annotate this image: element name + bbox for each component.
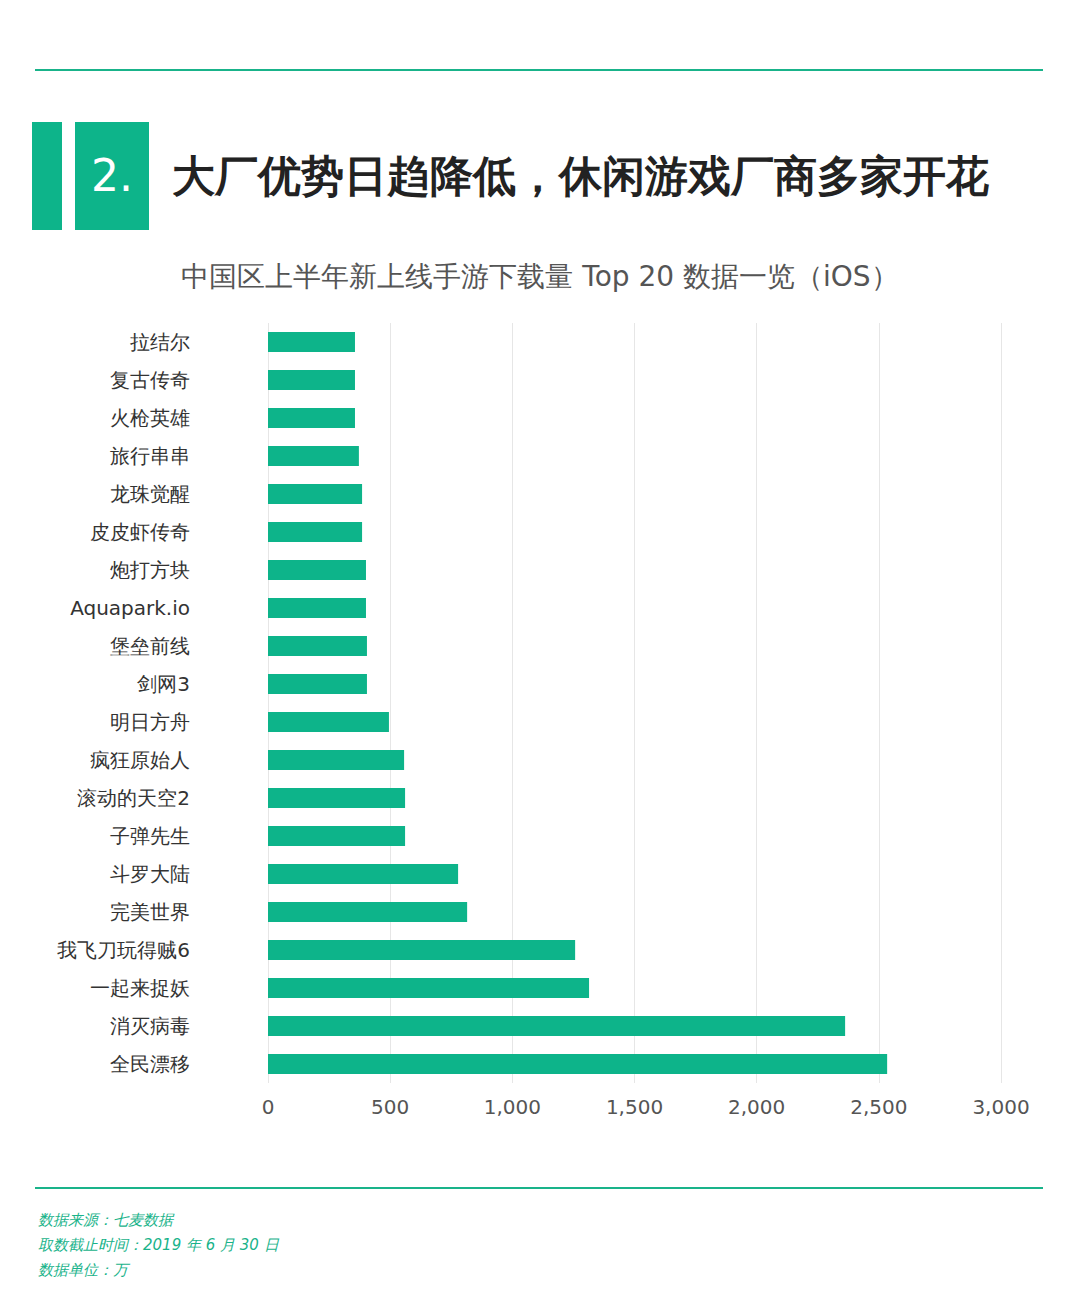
svg-text:我飞刀玩得贼6: 我飞刀玩得贼6 xyxy=(57,938,190,962)
svg-text:滚动的天空2: 滚动的天空2 xyxy=(77,786,190,810)
svg-text:0: 0 xyxy=(262,1095,275,1119)
svg-text:消灭病毒: 消灭病毒 xyxy=(110,1014,190,1038)
svg-text:复古传奇: 复古传奇 xyxy=(110,368,190,392)
svg-text:2,000: 2,000 xyxy=(728,1095,785,1119)
svg-text:完美世界: 完美世界 xyxy=(110,900,190,924)
svg-text:拉结尔: 拉结尔 xyxy=(130,330,190,354)
html-text:取数截止时间：2019 年 6 月 30 日: 取数截止时间：2019 年 6 月 30 日 xyxy=(38,1236,279,1254)
svg-text:旅行串串: 旅行串串 xyxy=(110,444,190,468)
html-text:数据单位：万: 数据单位：万 xyxy=(38,1261,128,1279)
svg-text:全民漂移: 全民漂移 xyxy=(110,1052,190,1076)
svg-text:2,500: 2,500 xyxy=(850,1095,907,1119)
svg-text:1,500: 1,500 xyxy=(606,1095,663,1119)
svg-text:一起来捉妖: 一起来捉妖 xyxy=(90,976,190,1000)
html-text:中国区上半年新上线手游下载量 Top 20 数据一览（iOS: 中国区上半年新上线手游下载量 Top 20 数据一览（iOS） xyxy=(181,260,899,293)
html-text:2.: 2. xyxy=(91,150,133,201)
svg-text:炮打方块: 炮打方块 xyxy=(110,558,190,582)
svg-text:Aquapark.io: Aquapark.io xyxy=(70,596,190,620)
svg-text:火枪英雄: 火枪英雄 xyxy=(110,406,190,430)
svg-text:3,000: 3,000 xyxy=(972,1095,1029,1119)
svg-text:子弹先生: 子弹先生 xyxy=(110,824,190,848)
svg-text:剑网3: 剑网3 xyxy=(137,672,190,696)
svg-text:疯狂原始人: 疯狂原始人 xyxy=(90,748,190,772)
html-text:大厂优势日趋降低，休闲游戏厂商多家开花: 大厂优势日趋降低，休闲游戏厂商多家开花 xyxy=(172,151,989,201)
html-text:数据来源：七麦数据: 数据来源：七麦数据 xyxy=(38,1211,173,1229)
svg-text:明日方舟: 明日方舟 xyxy=(110,710,190,734)
svg-text:堡垒前线: 堡垒前线 xyxy=(110,634,190,658)
svg-text:斗罗大陆: 斗罗大陆 xyxy=(110,862,190,886)
svg-text:500: 500 xyxy=(371,1095,409,1119)
svg-text:龙珠觉醒: 龙珠觉醒 xyxy=(110,482,190,506)
svg-text:1,000: 1,000 xyxy=(484,1095,541,1119)
svg-text:皮皮虾传奇: 皮皮虾传奇 xyxy=(90,520,190,544)
